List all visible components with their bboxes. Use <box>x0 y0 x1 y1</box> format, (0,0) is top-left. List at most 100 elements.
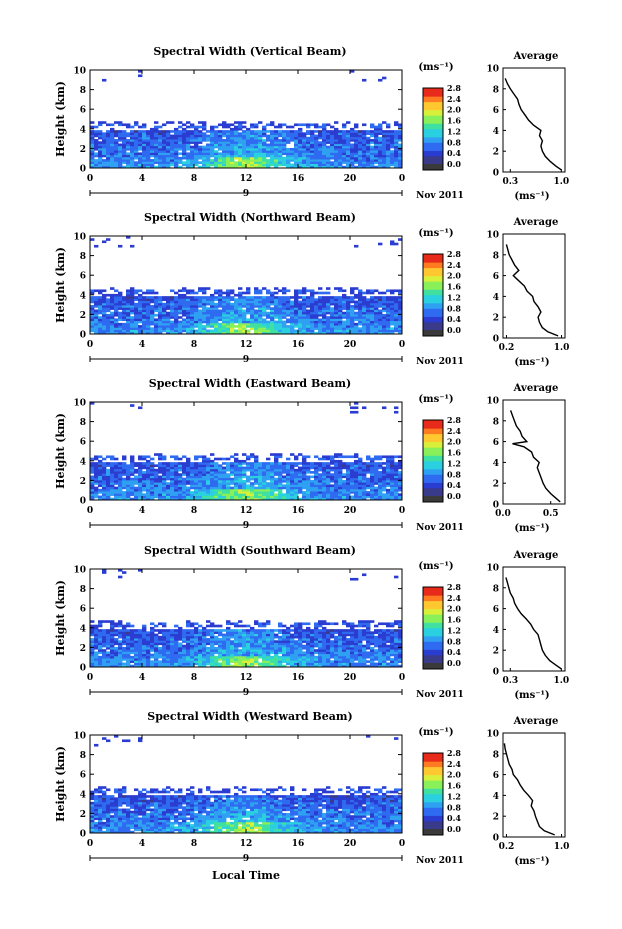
heatmap-cell <box>122 664 127 668</box>
heatmap-cell <box>98 495 103 499</box>
heatmap-cell <box>322 473 327 476</box>
heatmap-cell <box>146 147 151 151</box>
heatmap-cell <box>94 486 99 490</box>
heatmap-cell <box>90 327 95 330</box>
heatmap-cell <box>94 302 99 306</box>
heatmap-cell <box>262 466 267 470</box>
heatmap-cell <box>326 491 331 494</box>
heatmap-cell <box>370 488 375 492</box>
heatmap-cell <box>110 302 115 306</box>
heatmap-cell <box>330 132 335 135</box>
heatmap-cell <box>242 462 247 465</box>
heatmap-cell <box>394 497 399 501</box>
heatmap-cell <box>186 497 191 501</box>
heatmap-cell <box>102 479 107 483</box>
heatmap-cell <box>398 145 403 149</box>
heatmap-cell <box>322 147 327 151</box>
heatmap-cell <box>154 145 159 149</box>
heatmap-cell <box>154 644 159 648</box>
heatmap-cell <box>130 287 135 290</box>
heatmap-cell <box>366 161 371 164</box>
heatmap-cell <box>390 150 395 153</box>
heatmap-cell <box>162 313 167 317</box>
heatmap-cell <box>290 320 295 324</box>
heatmap-cell <box>314 156 319 160</box>
heatmap-cell <box>146 466 151 470</box>
heatmap-cell <box>254 329 259 333</box>
heatmap-cell <box>314 325 319 328</box>
heatmap-cell <box>378 327 383 330</box>
heatmap-cell <box>290 473 295 476</box>
colorbar-floor <box>423 164 443 170</box>
heatmap-cell <box>150 488 155 492</box>
heatmap-cell <box>234 305 239 308</box>
heatmap-cell <box>198 287 203 290</box>
heatmap-cell <box>342 156 347 160</box>
heatmap-cell <box>370 141 375 144</box>
heatmap-cell <box>126 633 131 637</box>
heatmap-cell <box>90 329 95 333</box>
heatmap-cell <box>218 318 223 322</box>
heatmap-cell <box>274 139 279 142</box>
heatmap-cell <box>298 462 303 465</box>
heatmap-cell <box>398 311 403 315</box>
heatmap-cell <box>306 130 311 133</box>
heatmap-cell <box>314 147 319 151</box>
heatmap-cell <box>202 145 207 149</box>
heatmap-cell <box>98 491 103 494</box>
heatmap-cell <box>334 468 339 472</box>
heatmap-cell <box>334 141 339 144</box>
heatmap-cell <box>378 322 383 326</box>
heatmap-cell <box>122 136 127 140</box>
heatmap-cell <box>118 165 123 169</box>
heatmap-cell <box>114 491 119 494</box>
heatmap-cell <box>194 644 199 648</box>
heatmap-cell <box>342 497 347 501</box>
heatmap-cell <box>102 486 107 490</box>
heatmap-cell <box>202 638 207 641</box>
heatmap-cell <box>138 664 143 668</box>
heatmap-cell <box>130 638 135 641</box>
heatmap-cell <box>242 327 247 330</box>
heatmap-cell <box>194 491 199 494</box>
heatmap-cell <box>198 649 203 652</box>
heatmap-cell <box>122 152 127 156</box>
heatmap-cell <box>90 125 95 129</box>
heatmap-cell <box>150 471 155 474</box>
heatmap-cell <box>182 497 187 501</box>
heatmap-cell <box>118 622 123 626</box>
heatmap-cell <box>134 291 139 295</box>
heatmap-cell <box>386 302 391 306</box>
heatmap-cell <box>358 313 363 317</box>
heatmap-cell <box>338 468 343 472</box>
heatmap-cell <box>174 318 179 322</box>
heatmap-cell <box>162 296 167 299</box>
heatmap-cell <box>142 305 147 308</box>
heatmap-cell <box>134 121 139 124</box>
heatmap-cell <box>302 161 307 164</box>
heatmap-cell <box>98 309 103 313</box>
heatmap-cell <box>178 322 183 326</box>
heatmap-cell <box>254 125 259 129</box>
heatmap-cell <box>378 165 383 169</box>
heatmap-cell <box>322 291 327 295</box>
heatmap-cell <box>314 462 319 465</box>
heatmap-cell <box>202 479 207 483</box>
heatmap-cell <box>142 123 147 127</box>
heatmap-cell <box>326 484 331 488</box>
heatmap-cell <box>218 300 223 304</box>
heatmap-cell <box>358 130 363 133</box>
heatmap-cell <box>178 307 183 310</box>
heatmap-cell <box>278 289 283 293</box>
heatmap-cell <box>214 150 219 153</box>
heatmap-cell <box>314 150 319 153</box>
heatmap-cell <box>214 491 219 494</box>
heatmap-cell <box>262 497 267 501</box>
heatmap-cell <box>278 123 283 127</box>
heatmap-cell <box>106 662 111 666</box>
heatmap-cell <box>186 477 191 481</box>
heatmap-cell <box>146 644 151 648</box>
heatmap-cell <box>242 154 247 158</box>
heatmap-cell <box>142 486 147 490</box>
heatmap-cell <box>114 327 119 330</box>
